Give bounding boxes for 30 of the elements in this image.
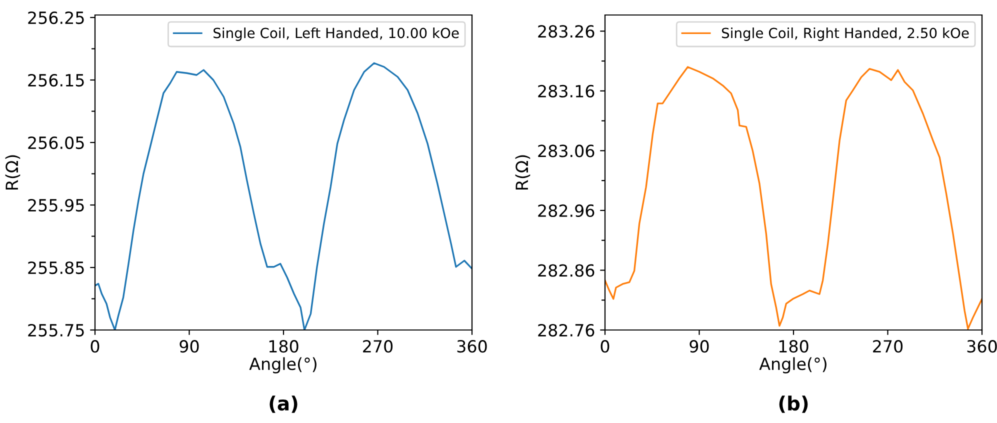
y-tick-label: 255.85 (28, 261, 84, 274)
y-tick-label: 256.25 (28, 11, 84, 24)
y-tick-label: 256.05 (28, 136, 84, 150)
y-tick-label: 282.86 (538, 264, 594, 277)
y-tick-label: 256.15 (28, 74, 84, 87)
x-tick-label: 0 (90, 340, 100, 353)
x-tick-label: 180 (779, 340, 808, 353)
x-axis-title: Angle(°) (759, 357, 826, 374)
text: (b) (779, 396, 808, 413)
y-axis-title: R(Ω) (5, 155, 20, 190)
y-axis-title: R(Ω) (515, 155, 530, 190)
y-tick-label: 283.26 (538, 25, 594, 38)
x-tick-label: 360 (457, 340, 487, 353)
x-tick-label: 270 (873, 340, 903, 353)
text: (a) (270, 396, 298, 413)
y-tick-label: 283.16 (538, 84, 594, 98)
x-tick-label: 270 (363, 340, 393, 353)
y-tick-label: 283.06 (538, 144, 594, 158)
x-axis-title: Angle(°) (249, 357, 316, 374)
legend-label: Single Coil, Right Handed, 2.50 kOe (722, 28, 969, 41)
y-tick-label: 282.76 (538, 324, 594, 337)
y-tick-label: 282.96 (538, 204, 594, 218)
x-tick-label: 90 (180, 340, 199, 353)
legend-label: Single Coil, Left Handed, 10.00 kOe (214, 28, 459, 41)
x-tick-label: 180 (269, 340, 298, 353)
y-tick-label: 255.75 (28, 324, 84, 337)
x-tick-label: 0 (600, 340, 610, 353)
y-tick-label: 255.95 (28, 198, 84, 212)
x-tick-label: 90 (690, 340, 709, 353)
x-tick-label: 360 (967, 340, 997, 353)
